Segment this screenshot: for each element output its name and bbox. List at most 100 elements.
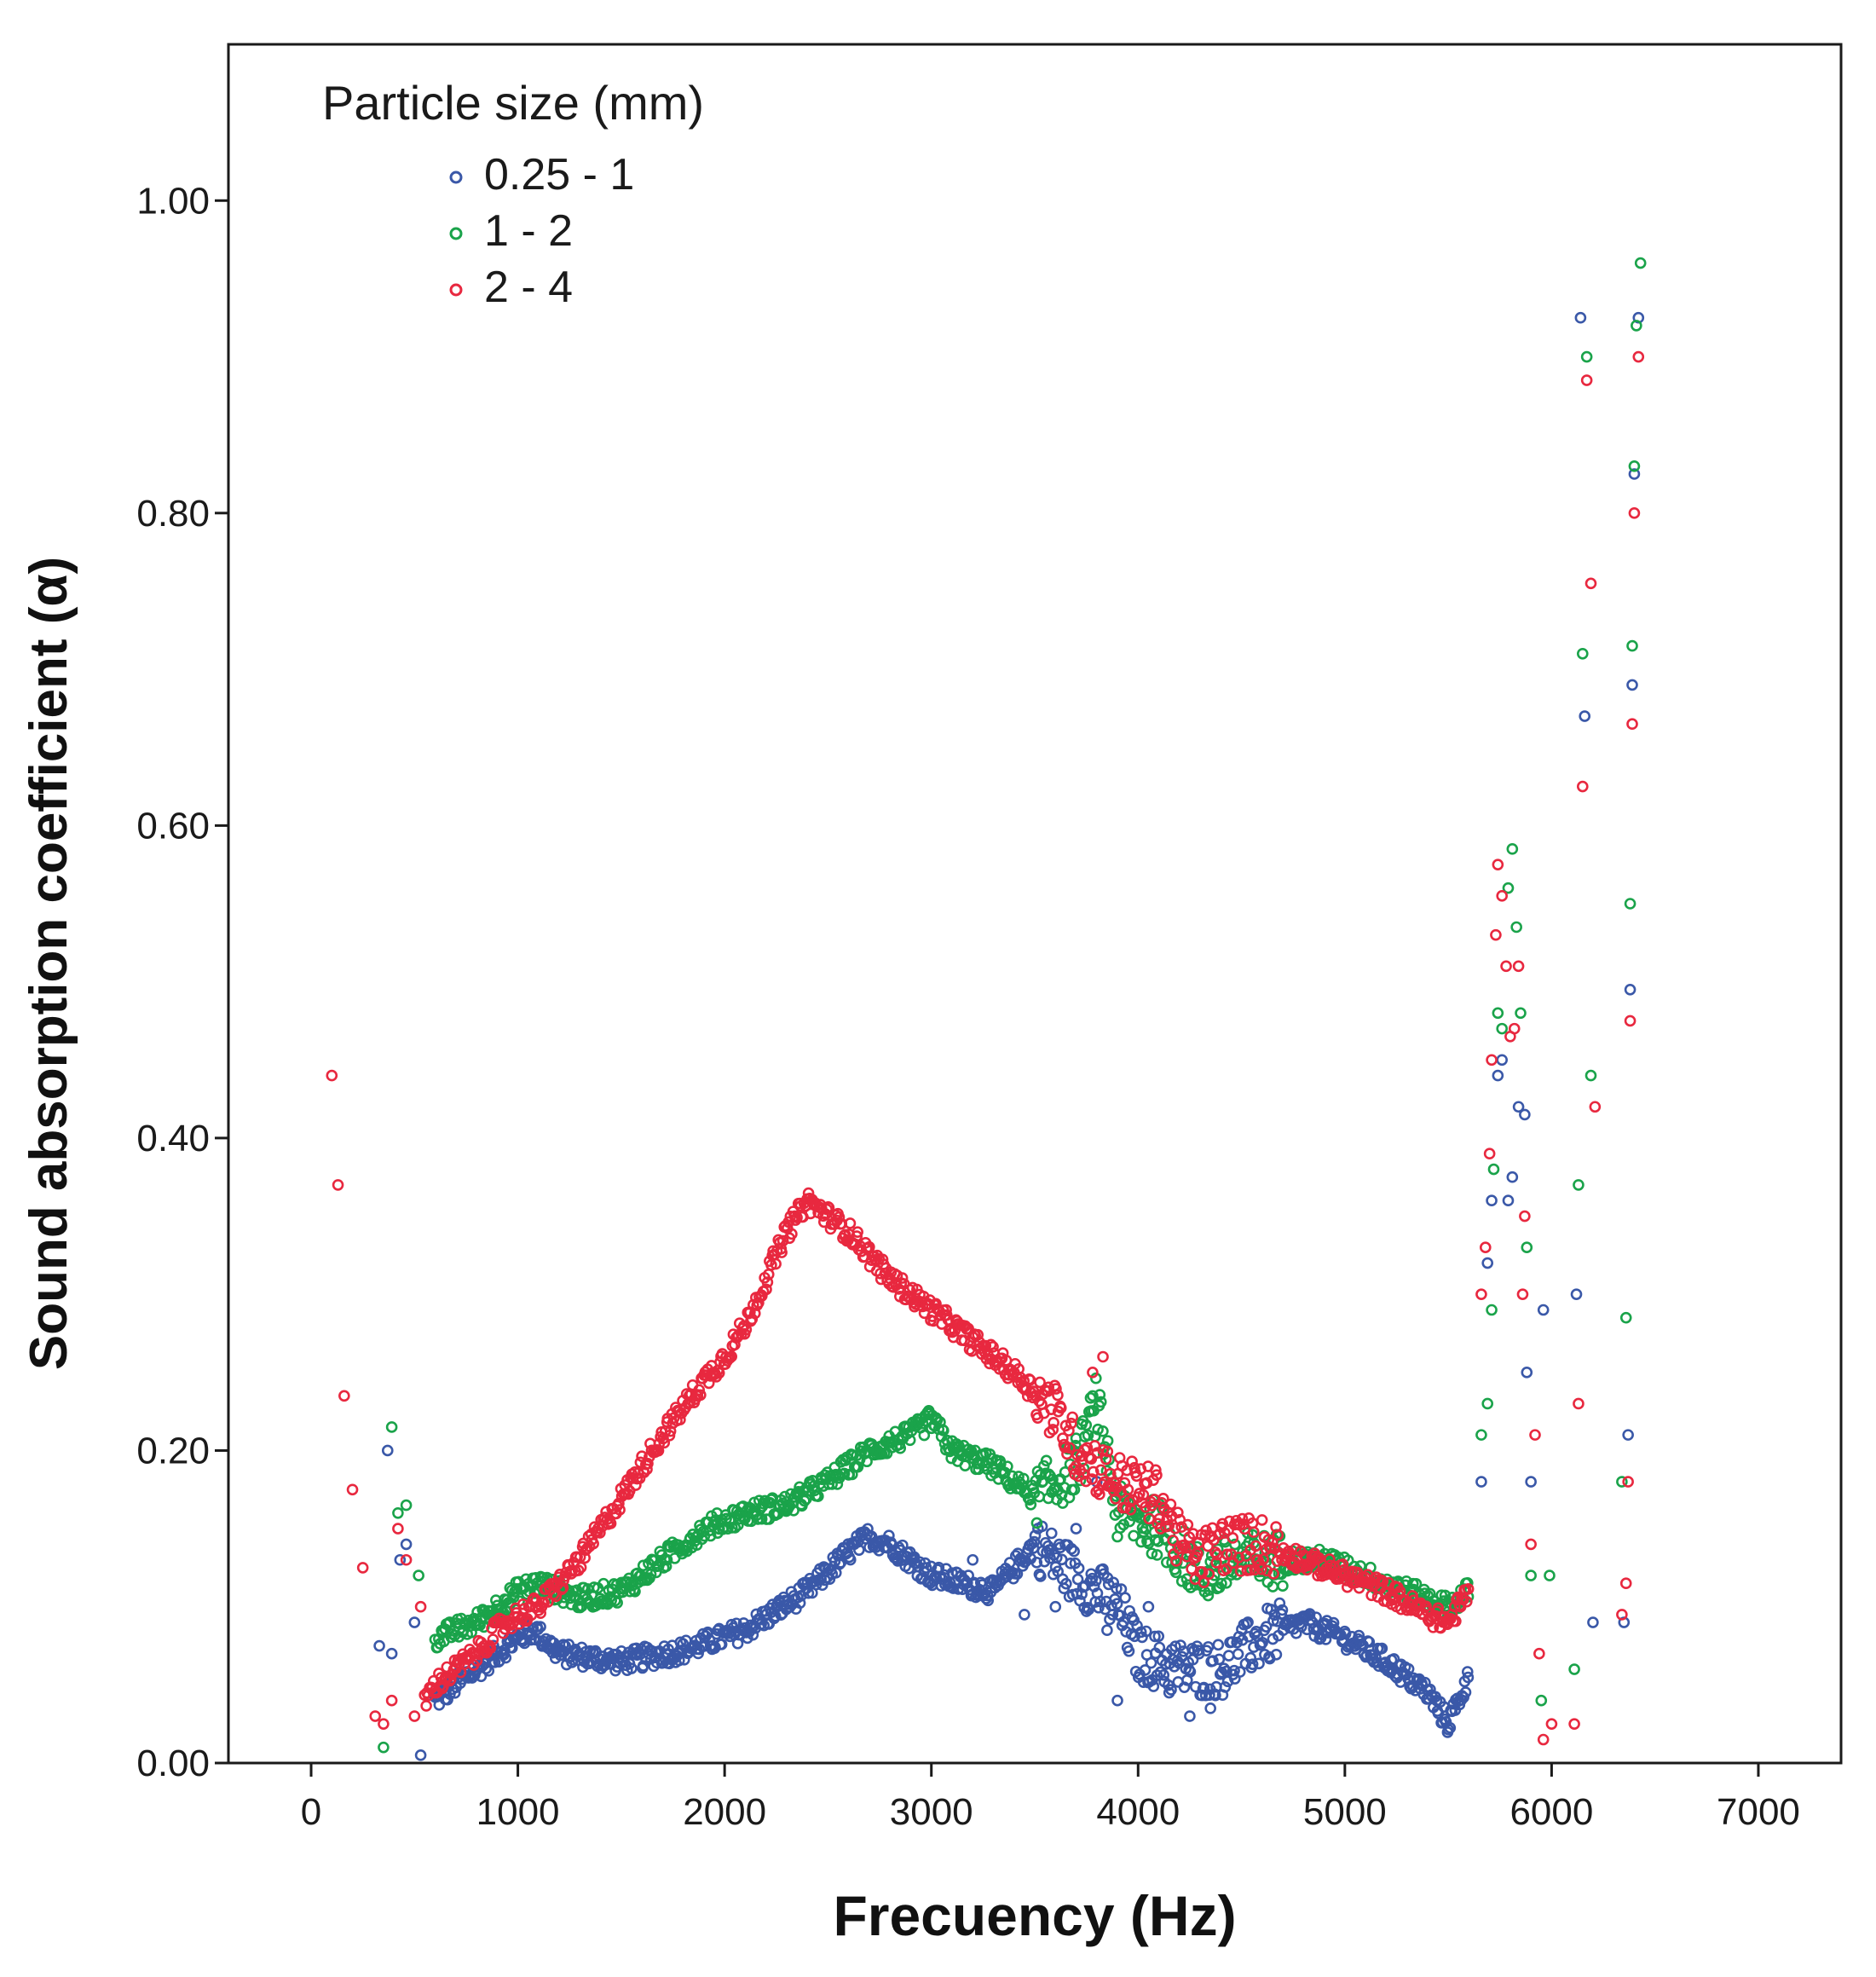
data-point xyxy=(1090,1372,1102,1384)
data-point xyxy=(1273,1597,1286,1610)
data-point xyxy=(746,1313,759,1326)
data-point xyxy=(356,1562,369,1574)
data-point xyxy=(408,1616,421,1628)
data-point xyxy=(1030,1556,1043,1569)
data-point xyxy=(1248,1526,1260,1538)
data-point xyxy=(1182,1579,1194,1591)
data-point xyxy=(1151,1469,1163,1482)
data-point xyxy=(1512,1101,1525,1113)
x-axis-title: Frecuency (Hz) xyxy=(833,1884,1236,1947)
data-point xyxy=(1461,1666,1474,1678)
data-point xyxy=(400,1499,413,1512)
data-point xyxy=(1071,1573,1084,1586)
data-point xyxy=(1153,1641,1166,1654)
data-point xyxy=(673,1654,685,1667)
data-point xyxy=(1519,1108,1531,1121)
data-point xyxy=(346,1483,359,1496)
data-point xyxy=(1266,1536,1279,1549)
data-point xyxy=(1082,1429,1094,1442)
data-point xyxy=(760,1283,772,1296)
y-tick-label: 0.80 xyxy=(136,493,210,535)
data-point xyxy=(499,1651,512,1664)
data-point xyxy=(1128,1529,1140,1542)
x-tick-label: 0 xyxy=(301,1791,321,1833)
data-point xyxy=(1521,1241,1533,1253)
data-point xyxy=(378,1718,390,1730)
data-point xyxy=(1140,1625,1152,1638)
data-point xyxy=(1094,1389,1106,1401)
data-point xyxy=(851,1226,863,1238)
data-point xyxy=(1018,1472,1030,1485)
data-point xyxy=(534,1607,546,1620)
data-point xyxy=(332,1179,344,1191)
data-point xyxy=(851,1460,864,1473)
data-point xyxy=(1066,1411,1079,1424)
data-point xyxy=(1580,374,1593,386)
data-point xyxy=(1242,1616,1254,1628)
data-point xyxy=(1533,1647,1545,1660)
data-point xyxy=(1327,1616,1340,1629)
data-point xyxy=(1045,1527,1058,1540)
data-point xyxy=(1481,1397,1494,1410)
data-point xyxy=(1310,1611,1322,1623)
data-point xyxy=(400,1538,413,1551)
data-point xyxy=(962,1322,974,1335)
data-point xyxy=(373,1639,385,1652)
data-point xyxy=(853,1544,865,1556)
data-point xyxy=(1626,679,1638,691)
data-point xyxy=(938,1425,950,1437)
data-point xyxy=(1628,460,1641,472)
data-point xyxy=(1086,1473,1099,1485)
data-point xyxy=(1140,1477,1153,1489)
data-point xyxy=(658,1437,671,1449)
data-point xyxy=(674,1413,686,1426)
data-point xyxy=(400,1553,413,1566)
data-point xyxy=(746,1621,758,1634)
legend-label: 0.25 - 1 xyxy=(484,150,634,199)
data-point xyxy=(1056,1497,1069,1509)
x-tick-label: 3000 xyxy=(890,1791,973,1833)
data-points xyxy=(326,257,1647,1761)
data-point xyxy=(776,1234,789,1247)
data-point xyxy=(1616,1609,1628,1621)
data-point xyxy=(1198,1576,1210,1588)
data-point xyxy=(1117,1518,1129,1531)
data-point xyxy=(1202,1589,1215,1602)
data-point xyxy=(442,1693,453,1706)
data-point xyxy=(1119,1592,1131,1604)
data-point xyxy=(1580,350,1593,363)
data-point xyxy=(962,1569,974,1581)
y-tick-label: 0.00 xyxy=(136,1743,210,1784)
data-point xyxy=(392,1523,404,1535)
data-point xyxy=(729,1338,741,1351)
data-point xyxy=(594,1527,606,1539)
data-point xyxy=(844,1217,857,1229)
data-point xyxy=(1537,1733,1550,1746)
data-point xyxy=(799,1494,811,1507)
data-point xyxy=(1101,1435,1114,1447)
data-point xyxy=(1486,1194,1498,1207)
data-point xyxy=(385,1647,398,1660)
data-point xyxy=(1087,1367,1099,1379)
data-point xyxy=(1047,1424,1059,1436)
data-point xyxy=(1475,1476,1487,1488)
data-point xyxy=(1050,1552,1063,1564)
data-point xyxy=(381,1444,394,1457)
data-point xyxy=(1087,1390,1099,1402)
data-point xyxy=(1619,1577,1632,1590)
data-point xyxy=(1088,1465,1100,1478)
legend-marker xyxy=(449,171,463,184)
data-point xyxy=(1034,1376,1046,1389)
data-point xyxy=(1492,1007,1504,1020)
data-point xyxy=(1336,1558,1349,1570)
data-point xyxy=(420,1700,432,1712)
series-3 xyxy=(326,350,1645,1746)
data-point xyxy=(1250,1540,1262,1552)
data-point xyxy=(1215,1577,1227,1590)
data-point xyxy=(1246,1658,1259,1670)
y-axis-title: Sound absorption coefficient (α) xyxy=(20,557,78,1370)
x-tick-label: 6000 xyxy=(1509,1791,1593,1833)
data-point xyxy=(1402,1662,1415,1675)
data-point xyxy=(1475,1429,1487,1441)
data-point xyxy=(1094,1595,1106,1608)
